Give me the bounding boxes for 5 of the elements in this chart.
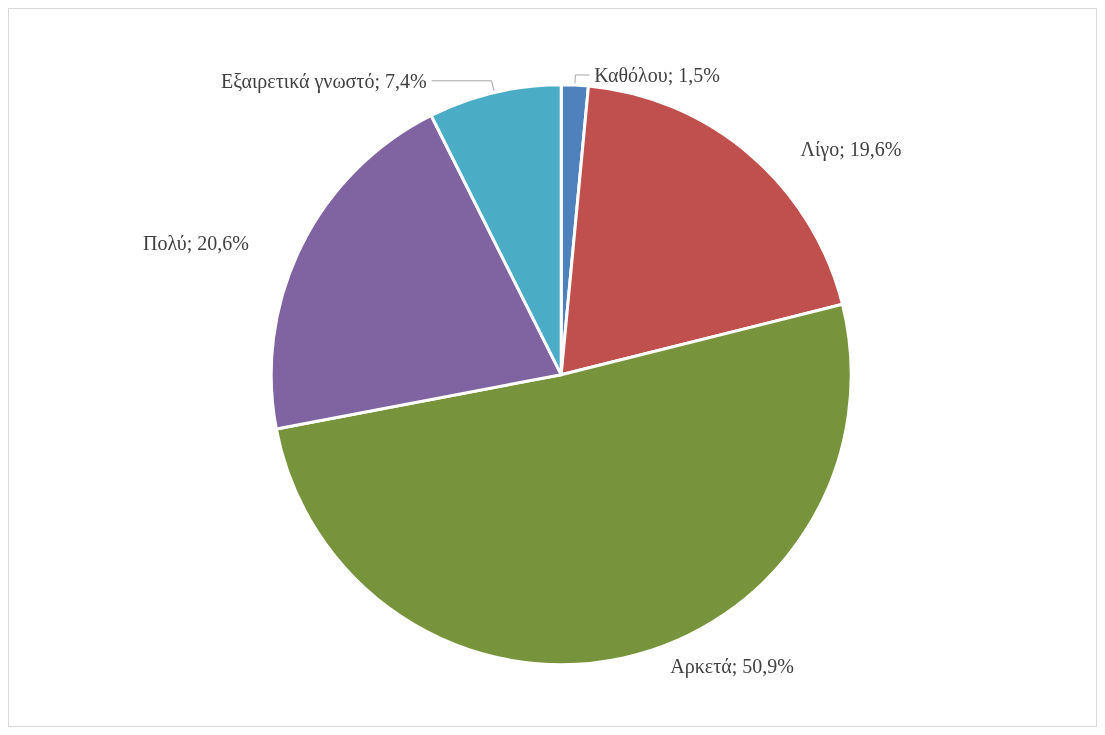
slice-label: Καθόλου; 1,5% — [594, 64, 720, 86]
slice-label: Λίγο; 19,6% — [800, 137, 902, 161]
slice-label: Εξαιρετικά γνωστό; 7,4% — [221, 69, 427, 93]
slice-label: Αρκετά; 50,9% — [670, 654, 794, 678]
slice-label: Πολύ; 20,6% — [143, 231, 249, 254]
